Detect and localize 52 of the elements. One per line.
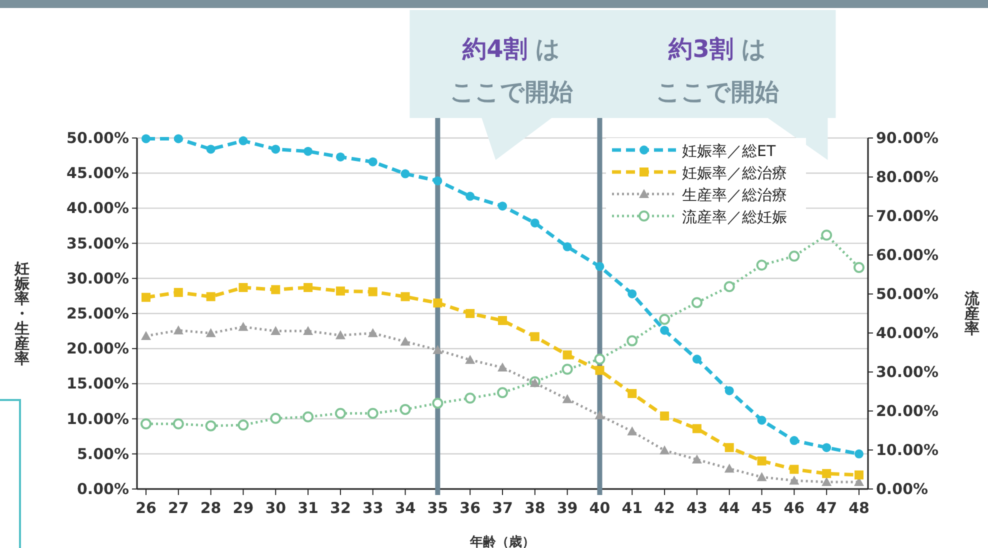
x-tick-label: 33 bbox=[362, 499, 384, 517]
x-tick-label: 40 bbox=[589, 499, 610, 517]
y2-tick-label: 10.00% bbox=[876, 441, 938, 459]
y2-tick-label: 30.00% bbox=[876, 363, 938, 381]
x-tick-label: 48 bbox=[848, 499, 870, 517]
x-tick-label: 28 bbox=[200, 499, 222, 517]
y2-tick-label: 40.00% bbox=[876, 324, 938, 342]
y2-tick-label: 80.00% bbox=[876, 168, 938, 186]
y-tick-label: 25.00% bbox=[66, 304, 129, 322]
y2-tick-label: 60.00% bbox=[876, 246, 938, 264]
y2-tick-label: 50.00% bbox=[876, 285, 938, 303]
y2-tick-label: 0.00% bbox=[876, 480, 928, 498]
y-tick-label: 5.00% bbox=[76, 444, 129, 463]
ref-line-label: 約4割 はここで開始 bbox=[450, 35, 574, 106]
ref-line-label: 約3割 はここで開始 bbox=[656, 35, 780, 106]
x-tick-label: 35 bbox=[427, 499, 448, 517]
x-tick-label: 39 bbox=[556, 499, 578, 517]
y-tick-label: 30.00% bbox=[66, 269, 129, 288]
y-tick-label: 20.00% bbox=[66, 340, 129, 358]
legend-label: 妊娠率／総治療 bbox=[682, 164, 787, 182]
y2-tick-label: 90.00% bbox=[876, 129, 938, 147]
y-tick-label: 10.00% bbox=[66, 410, 129, 428]
x-tick-label: 32 bbox=[330, 499, 351, 517]
y-tick-label: 45.00% bbox=[66, 164, 129, 182]
y-tick-label: 40.00% bbox=[66, 199, 129, 218]
y2-tick-label: 20.00% bbox=[876, 402, 938, 420]
x-tick-label: 45 bbox=[751, 499, 772, 517]
x-tick-label: 44 bbox=[718, 499, 740, 517]
y-axis-title: 妊娠率・生産率 bbox=[14, 260, 30, 368]
y-tick-label: 0.00% bbox=[76, 480, 129, 498]
y-tick-label: 50.00% bbox=[66, 129, 129, 147]
legend-label: 流産率／総妊娠 bbox=[682, 208, 787, 226]
x-tick-label: 29 bbox=[232, 499, 254, 517]
y2-tick-label: 70.00% bbox=[876, 207, 938, 225]
y-tick-label: 35.00% bbox=[66, 234, 129, 252]
x-tick-label: 30 bbox=[265, 499, 286, 517]
x-tick-label: 26 bbox=[136, 499, 156, 517]
x-tick-label: 47 bbox=[816, 499, 838, 517]
x-tick-label: 42 bbox=[654, 499, 675, 517]
x-tick-label: 37 bbox=[492, 499, 513, 517]
legend-label: 生産率／総治療 bbox=[682, 186, 787, 204]
x-tick-label: 41 bbox=[622, 499, 643, 517]
x-tick-label: 38 bbox=[524, 499, 546, 517]
x-tick-label: 27 bbox=[168, 499, 189, 517]
x-tick-label: 36 bbox=[460, 499, 481, 517]
x-tick-label: 46 bbox=[784, 499, 805, 517]
x-tick-label: 34 bbox=[394, 499, 416, 517]
y-tick-label: 15.00% bbox=[66, 374, 129, 393]
y2-axis-title: 流産率 bbox=[964, 290, 980, 338]
x-tick-label: 43 bbox=[686, 499, 708, 517]
x-tick-label: 31 bbox=[298, 499, 318, 517]
legend-label: 妊娠率／総ET bbox=[682, 142, 776, 160]
